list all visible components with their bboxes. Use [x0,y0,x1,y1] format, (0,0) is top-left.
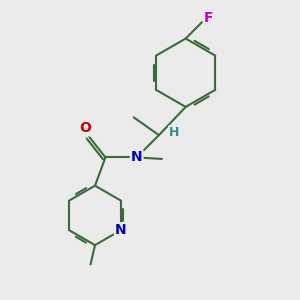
Text: N: N [115,223,127,237]
Text: O: O [80,121,92,135]
Text: F: F [204,11,213,25]
Text: H: H [169,126,180,139]
Text: N: N [131,150,142,164]
